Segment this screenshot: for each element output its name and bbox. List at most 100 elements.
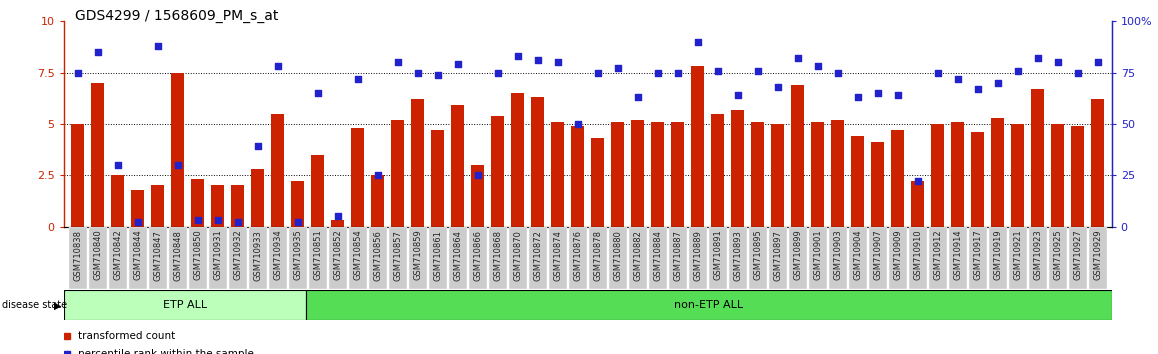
Point: [608, 65, 626, 71]
Point: [748, 68, 767, 73]
Text: GSM710903: GSM710903: [834, 230, 842, 280]
Text: GSM710848: GSM710848: [174, 230, 182, 280]
Bar: [291, 181, 305, 227]
Text: GSM710907: GSM710907: [873, 230, 882, 280]
FancyBboxPatch shape: [269, 227, 287, 289]
FancyBboxPatch shape: [349, 227, 367, 289]
Text: GSM710856: GSM710856: [373, 230, 382, 280]
FancyBboxPatch shape: [489, 227, 507, 289]
Text: GSM710847: GSM710847: [153, 230, 162, 280]
Bar: [532, 97, 544, 227]
Bar: [731, 109, 745, 227]
Point: [769, 84, 787, 90]
Text: GSM710897: GSM710897: [774, 230, 782, 280]
Text: GSM710932: GSM710932: [233, 230, 242, 280]
Text: GSM710923: GSM710923: [1033, 230, 1042, 280]
Text: GSM710884: GSM710884: [653, 230, 662, 280]
FancyBboxPatch shape: [208, 227, 227, 289]
Bar: [831, 120, 844, 227]
FancyBboxPatch shape: [789, 227, 807, 289]
Bar: [571, 126, 584, 227]
Point: [129, 219, 147, 225]
FancyBboxPatch shape: [609, 227, 626, 289]
Point: [329, 213, 347, 219]
Bar: [551, 122, 564, 227]
FancyBboxPatch shape: [1089, 227, 1107, 289]
Point: [208, 218, 227, 223]
Point: [808, 64, 827, 69]
FancyBboxPatch shape: [228, 227, 247, 289]
Bar: [211, 185, 225, 227]
Bar: [511, 93, 525, 227]
Point: [269, 64, 287, 69]
Text: GSM710876: GSM710876: [573, 230, 582, 281]
Bar: [391, 120, 404, 227]
Text: GSM710844: GSM710844: [133, 230, 142, 280]
Point: [968, 86, 987, 92]
FancyBboxPatch shape: [189, 227, 206, 289]
Bar: [651, 122, 665, 227]
Point: [929, 70, 947, 75]
Text: GDS4299 / 1568609_PM_s_at: GDS4299 / 1568609_PM_s_at: [75, 9, 279, 23]
Bar: [672, 122, 684, 227]
Text: GSM710866: GSM710866: [474, 230, 482, 281]
FancyBboxPatch shape: [948, 227, 967, 289]
Point: [409, 70, 427, 75]
FancyBboxPatch shape: [989, 227, 1006, 289]
Text: GSM710919: GSM710919: [994, 230, 1002, 280]
Text: GSM710901: GSM710901: [813, 230, 822, 280]
Bar: [911, 181, 924, 227]
Text: GSM710872: GSM710872: [533, 230, 542, 280]
Text: ETP ALL: ETP ALL: [162, 300, 206, 310]
Text: disease state: disease state: [2, 300, 67, 310]
Text: GSM710927: GSM710927: [1073, 230, 1083, 280]
Text: GSM710925: GSM710925: [1053, 230, 1062, 280]
Point: [728, 92, 747, 98]
FancyBboxPatch shape: [148, 227, 167, 289]
Text: GSM710893: GSM710893: [733, 230, 742, 280]
FancyBboxPatch shape: [64, 290, 306, 320]
Text: GSM710868: GSM710868: [493, 230, 503, 281]
Bar: [452, 105, 464, 227]
Point: [648, 70, 667, 75]
Text: GSM710935: GSM710935: [293, 230, 302, 280]
Bar: [411, 99, 424, 227]
Bar: [232, 185, 244, 227]
Point: [1069, 70, 1087, 75]
Bar: [331, 221, 344, 227]
FancyBboxPatch shape: [549, 227, 566, 289]
FancyBboxPatch shape: [909, 227, 926, 289]
Point: [709, 68, 727, 73]
Point: [148, 43, 167, 49]
FancyBboxPatch shape: [969, 227, 987, 289]
Bar: [892, 130, 904, 227]
Point: [549, 59, 567, 65]
Text: GSM710842: GSM710842: [113, 230, 123, 280]
FancyBboxPatch shape: [1028, 227, 1047, 289]
Point: [228, 219, 247, 225]
Bar: [752, 122, 764, 227]
Text: GSM710874: GSM710874: [554, 230, 562, 280]
Bar: [171, 73, 184, 227]
Point: [288, 219, 307, 225]
FancyBboxPatch shape: [929, 227, 947, 289]
Bar: [631, 120, 644, 227]
Point: [528, 57, 547, 63]
FancyBboxPatch shape: [668, 227, 687, 289]
Text: GSM710912: GSM710912: [933, 230, 943, 280]
FancyBboxPatch shape: [306, 290, 1112, 320]
Bar: [1031, 89, 1045, 227]
FancyBboxPatch shape: [529, 227, 547, 289]
Point: [489, 70, 507, 75]
Text: GSM710931: GSM710931: [213, 230, 222, 280]
Bar: [1091, 99, 1105, 227]
Point: [569, 121, 587, 127]
Point: [388, 59, 406, 65]
Point: [249, 144, 267, 149]
Text: GSM710929: GSM710929: [1093, 230, 1102, 280]
Bar: [372, 175, 384, 227]
FancyBboxPatch shape: [368, 227, 387, 289]
Point: [349, 76, 367, 81]
FancyBboxPatch shape: [648, 227, 667, 289]
Text: GSM710914: GSM710914: [953, 230, 962, 280]
